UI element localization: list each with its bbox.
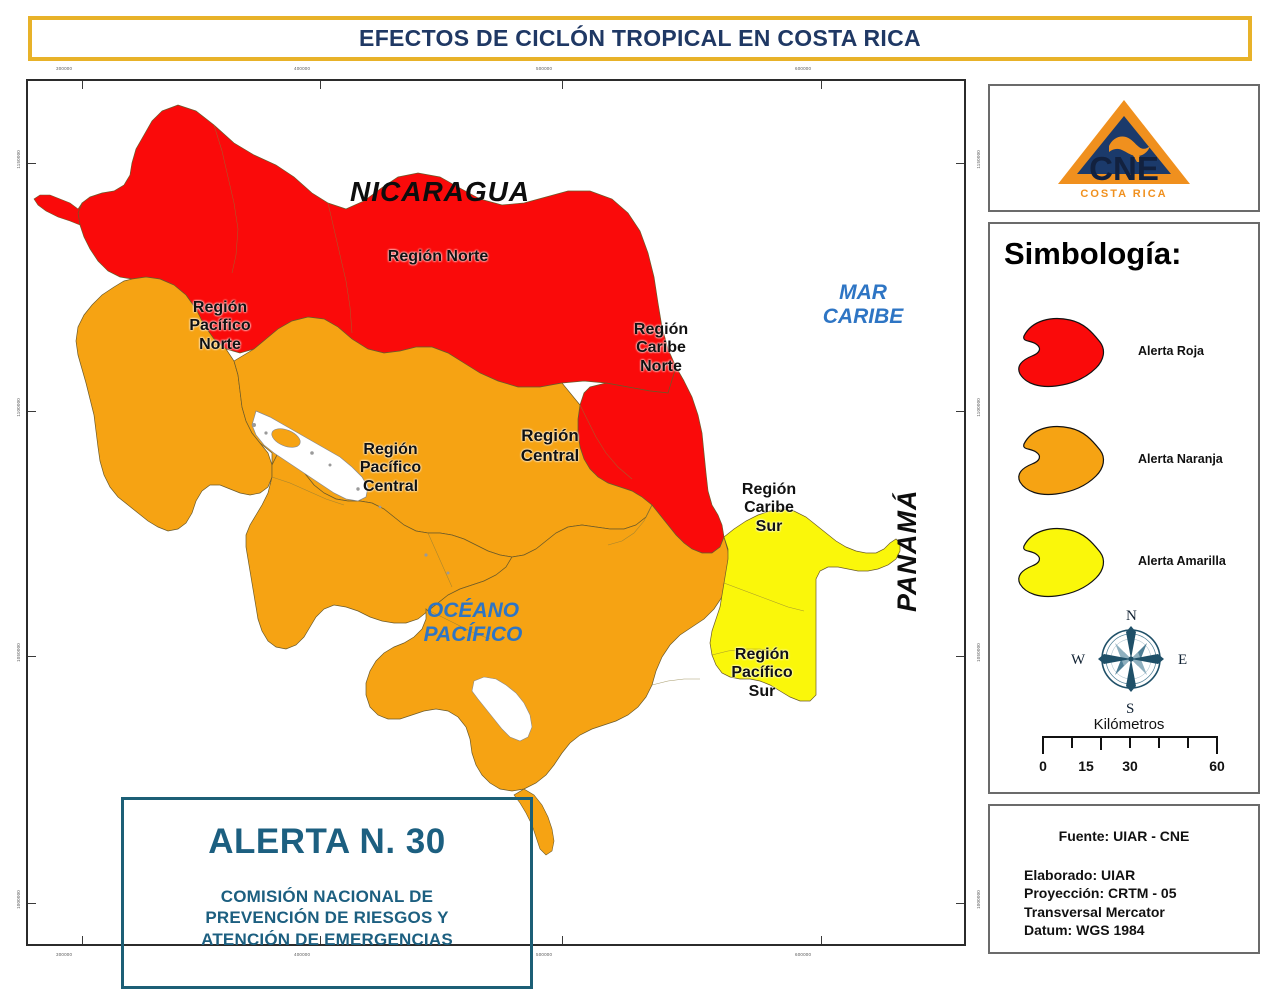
isla-chira [271, 428, 301, 448]
scale-bar-widget: Kilómetros 0 15 30 60 [1034, 716, 1225, 776]
scale-tick [1187, 736, 1189, 748]
label-mar-caribe: MAR CARIBE [822, 281, 904, 329]
graticule-label-bottom: 400000 [294, 952, 311, 957]
punta-burica [513, 788, 555, 856]
map-title-bar: EFECTOS DE CICLÓN TROPICAL EN COSTA RICA [28, 16, 1252, 61]
graticule-tick-left [28, 656, 36, 657]
graticule-tick-right [956, 411, 964, 412]
graticule-label-bottom: 300000 [56, 952, 73, 957]
scale-numbers: 0 15 30 60 [1034, 758, 1225, 776]
graticule-label-left: 1000000 [16, 890, 21, 909]
scale-tick [1071, 736, 1073, 748]
cne-logo: CNE COSTA RICA [1058, 100, 1190, 200]
compass-letter-north: N [1126, 608, 1137, 624]
graticule-label-left: 1100000 [16, 398, 21, 417]
scale-tick [1100, 736, 1102, 750]
map-canvas[interactable] [28, 81, 964, 944]
region-shape-norte-nw-coast [33, 194, 83, 226]
credits-details: Elaborado: UIAR Proyección: CRTM - 05 Tr… [1024, 867, 1177, 939]
graticule-label-bottom: 600000 [795, 952, 812, 957]
graticule-tick-left [28, 411, 36, 412]
scale-tick [1129, 736, 1131, 748]
scale-tick [1216, 736, 1218, 754]
compass-letter-west: W [1071, 652, 1086, 668]
scale-number: 60 [1209, 758, 1225, 774]
graticule-tick-bottom [82, 936, 83, 944]
label-nicaragua: NICARAGUA [350, 176, 531, 207]
compass-letter-south: S [1126, 701, 1135, 717]
credits-panel: Fuente: UIAR - CNE Elaborado: UIAR Proye… [988, 804, 1260, 954]
scale-number: 30 [1122, 758, 1138, 774]
legend-swatch-naranja [1018, 425, 1105, 496]
graticule-tick-right [956, 656, 964, 657]
region-shape-pacifico-sur[interactable] [365, 504, 731, 792]
legend-label-roja: Alerta Roja [1138, 344, 1204, 358]
page-title: EFECTOS DE CICLÓN TROPICAL EN COSTA RICA [359, 25, 921, 51]
alerta-box: ALERTA N. 30 COMISIÓN NACIONAL DE PREVEN… [121, 797, 533, 989]
graticule-label-right: 1100000 [976, 398, 981, 417]
alerta-organization: COMISIÓN NACIONAL DE PREVENCIÓN DE RIESG… [201, 887, 453, 949]
graticule-label-top: 500000 [536, 66, 553, 71]
legend-item-alerta-roja[interactable]: Alerta Roja [990, 314, 1258, 400]
cne-logo-acronym: CNE [1089, 150, 1159, 187]
legend-label-naranja: Alerta Naranja [1138, 452, 1223, 466]
graticule-label-top: 400000 [294, 66, 311, 71]
map-frame[interactable]: NICARAGUA MAR CARIBE OCÉANO PACÍFICO Reg… [26, 79, 966, 989]
graticule-tick-top [82, 81, 83, 89]
graticule-label-bottom: 500000 [536, 952, 553, 957]
graticule-tick-right [956, 903, 964, 904]
graticule-label-top: 600000 [795, 66, 812, 71]
graticule-label-right: 1000000 [976, 890, 981, 909]
scale-bar [1034, 736, 1224, 756]
graticule-tick-left [28, 163, 36, 164]
graticule-tick-right [956, 163, 964, 164]
scale-tick [1042, 736, 1044, 754]
district-boundaries [213, 124, 805, 686]
graticule-tick-bottom [821, 936, 822, 944]
compass-letter-east: E [1178, 652, 1188, 668]
graticule-label-left: 1050000 [16, 643, 21, 662]
graticule-tick-bottom [562, 936, 563, 944]
scale-tick [1158, 736, 1160, 748]
compass-rose [1098, 626, 1164, 692]
legend-panel: Simbología: Alerta Roja Alerta Naranja A… [988, 222, 1260, 794]
graticule-label-left: 1150000 [16, 150, 21, 169]
alerta-number: ALERTA N. 30 [208, 822, 446, 861]
legend-swatch-roja [1018, 317, 1105, 388]
legend-swatch-amarilla [1018, 527, 1105, 598]
region-shape-caribe-sur[interactable] [709, 508, 901, 702]
graticule-label-right: 1150000 [976, 150, 981, 169]
scale-title: Kilómetros [1093, 716, 1165, 733]
graticule-tick-top [320, 81, 321, 89]
graticule-tick-left [28, 903, 36, 904]
legend-label-amarilla: Alerta Amarilla [1138, 554, 1226, 568]
cne-logo-country: COSTA RICA [1080, 188, 1167, 200]
logo-panel: CNE COSTA RICA [988, 84, 1260, 212]
graticule-tick-top [821, 81, 822, 89]
golfo-dulce [471, 676, 533, 742]
label-panama: PANAMÁ [892, 489, 922, 613]
graticule-label-right: 1050000 [976, 643, 981, 662]
coastal-islands [252, 423, 450, 575]
scale-number: 15 [1078, 758, 1094, 774]
legend-title: Simbología: [1004, 236, 1182, 271]
graticule-label-top: 300000 [56, 66, 73, 71]
legend-item-alerta-naranja[interactable]: Alerta Naranja [990, 422, 1258, 508]
scale-number: 0 [1039, 758, 1047, 774]
legend-item-alerta-amarilla[interactable]: Alerta Amarilla [990, 524, 1258, 610]
credits-source: Fuente: UIAR - CNE [1058, 828, 1190, 844]
graticule-tick-bottom [320, 936, 321, 944]
label-oceano-pacifico: OCÉANO PACÍFICO [423, 599, 523, 647]
graticule-tick-top [562, 81, 563, 89]
